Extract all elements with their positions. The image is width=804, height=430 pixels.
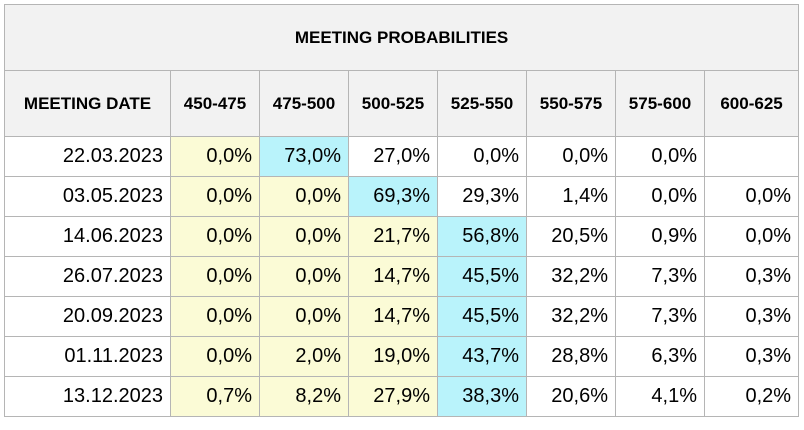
- table-title: MEETING PROBABILITIES: [3, 4, 800, 71]
- probability-cell: 21,7%: [348, 216, 438, 257]
- probability-cell: 0,0%: [703, 176, 800, 217]
- probability-cell: 38,3%: [437, 376, 527, 417]
- probability-cell: 0,0%: [170, 296, 260, 337]
- meeting-date-cell: 14.06.2023: [4, 216, 171, 257]
- probability-cell: 0,0%: [259, 296, 349, 337]
- table-row: 22.03.2023 0,0% 73,0% 27,0% 0,0% 0,0% 0,0%: [4, 136, 800, 177]
- table-row: 13.12.2023 0,7% 8,2% 27,9% 38,3% 20,6% 4,1% 0,2…: [4, 376, 800, 417]
- table-row: 03.05.2023 0,0% 0,0% 69,3% 29,3% 1,4% 0,0% 0,0%: [4, 176, 800, 217]
- probability-cell: 32,2%: [526, 296, 616, 337]
- probability-cell: 0,0%: [259, 216, 349, 257]
- probability-cell: 0,0%: [703, 216, 800, 257]
- probability-cell: 28,8%: [526, 336, 616, 377]
- probability-cell: 0,0%: [170, 136, 260, 177]
- probability-cell: 14,7%: [348, 256, 438, 297]
- meeting-date-cell: 13.12.2023: [4, 376, 171, 417]
- table-body: 22.03.2023 0,0% 73,0% 27,0% 0,0% 0,0% 0,0% 03.0…: [4, 136, 800, 417]
- probability-cell: 0,3%: [703, 296, 800, 337]
- probability-cell: 0,0%: [259, 256, 349, 297]
- probability-cell: 0,0%: [170, 176, 260, 217]
- probability-cell: 20,5%: [526, 216, 616, 257]
- probability-cell: 0,0%: [615, 176, 705, 217]
- probability-cell: 2,0%: [259, 336, 349, 377]
- table-row: 14.06.2023 0,0% 0,0% 21,7% 56,8% 20,5% 0,9% 0,0…: [4, 216, 800, 257]
- probability-cell: 0,0%: [526, 136, 616, 177]
- probability-cell: 0,2%: [703, 376, 800, 417]
- column-header-range: 600-625: [703, 70, 800, 137]
- probability-cell: 7,3%: [615, 256, 705, 297]
- probability-cell: 14,7%: [348, 296, 438, 337]
- column-header-range: 550-575: [526, 70, 616, 137]
- column-header-range: 500-525: [348, 70, 438, 137]
- probability-cell: 0,0%: [615, 136, 705, 177]
- probability-cell: 0,0%: [437, 136, 527, 177]
- probability-cell: 0,0%: [170, 216, 260, 257]
- probability-cell: 45,5%: [437, 256, 527, 297]
- probability-cell: 27,9%: [348, 376, 438, 417]
- probability-cell: 45,5%: [437, 296, 527, 337]
- column-header-range: 450-475: [170, 70, 260, 137]
- probability-cell: 0,3%: [703, 336, 800, 377]
- table-title-row: MEETING PROBABILITIES: [3, 4, 800, 71]
- meeting-date-cell: 03.05.2023: [4, 176, 171, 217]
- probability-cell: 0,7%: [170, 376, 260, 417]
- probability-cell: 6,3%: [615, 336, 705, 377]
- meeting-date-cell: 26.07.2023: [4, 256, 171, 297]
- probability-cell: 1,4%: [526, 176, 616, 217]
- column-header-range: 525-550: [437, 70, 527, 137]
- probability-cell: 32,2%: [526, 256, 616, 297]
- probability-cell: 19,0%: [348, 336, 438, 377]
- probability-cell: 43,7%: [437, 336, 527, 377]
- probability-cell: 0,9%: [615, 216, 705, 257]
- probability-cell: 73,0%: [259, 136, 349, 177]
- probability-cell: 27,0%: [348, 136, 438, 177]
- probability-cell: 56,8%: [437, 216, 527, 257]
- probabilities-table-container: MEETING PROBABILITIES MEETING DATE 450-47…: [3, 4, 800, 417]
- table-row: 20.09.2023 0,0% 0,0% 14,7% 45,5% 32,2% 7,3% 0,3…: [4, 296, 800, 337]
- probability-cell: 8,2%: [259, 376, 349, 417]
- probability-cell: 29,3%: [437, 176, 527, 217]
- column-header-range: 575-600: [615, 70, 705, 137]
- column-header-row: MEETING DATE 450-475 475-500 500-525 525-550…: [4, 70, 800, 137]
- probability-cell: 69,3%: [348, 176, 438, 217]
- table-row: 01.11.2023 0,0% 2,0% 19,0% 43,7% 28,8% 6,3% 0,3…: [4, 336, 800, 377]
- meeting-date-cell: 20.09.2023: [4, 296, 171, 337]
- probability-cell: [703, 136, 800, 177]
- meeting-probabilities-table: MEETING PROBABILITIES MEETING DATE 450-47…: [3, 4, 800, 417]
- meeting-date-cell: 22.03.2023: [4, 136, 171, 177]
- probability-cell: 20,6%: [526, 376, 616, 417]
- probability-cell: 4,1%: [615, 376, 705, 417]
- probability-cell: 7,3%: [615, 296, 705, 337]
- probability-cell: 0,3%: [703, 256, 800, 297]
- table-row: 26.07.2023 0,0% 0,0% 14,7% 45,5% 32,2% 7,3% 0,3…: [4, 256, 800, 297]
- probability-cell: 0,0%: [170, 256, 260, 297]
- probability-cell: 0,0%: [259, 176, 349, 217]
- probability-cell: 0,0%: [170, 336, 260, 377]
- column-header-range: 475-500: [259, 70, 349, 137]
- meeting-date-cell: 01.11.2023: [4, 336, 171, 377]
- column-header-meeting-date: MEETING DATE: [4, 70, 171, 137]
